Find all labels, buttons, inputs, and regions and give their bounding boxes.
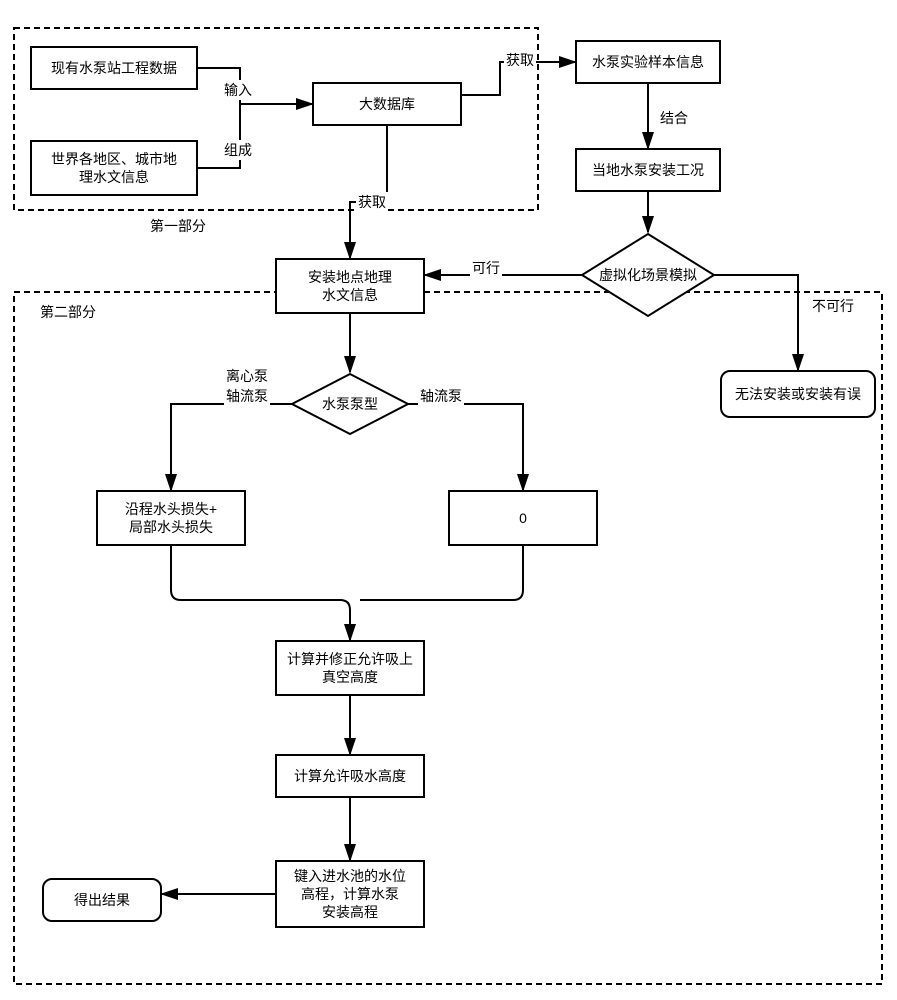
edge-label-input: 输入 bbox=[222, 80, 254, 100]
node-zero: 0 bbox=[448, 490, 598, 546]
node-cannot-install: 无法安装或安装有误 bbox=[720, 370, 876, 418]
node-label: 无法安装或安装有误 bbox=[735, 385, 861, 403]
node-label: 键入进水池的水位 高程，计算水泵 安装高程 bbox=[294, 867, 406, 922]
edge-label-infeasible: 不可行 bbox=[810, 296, 856, 316]
section1-label: 第一部分 bbox=[150, 216, 206, 236]
edge-label-feasible: 可行 bbox=[470, 258, 502, 278]
node-local-condition: 当地水泵安装工况 bbox=[575, 148, 721, 192]
node-label: 得出结果 bbox=[74, 891, 130, 909]
edge-label-combine: 结合 bbox=[658, 108, 690, 128]
node-label: 沿程水头损失+ 局部水头损失 bbox=[125, 500, 217, 536]
node-result: 得出结果 bbox=[42, 878, 162, 922]
edge-label-compose: 组成 bbox=[222, 140, 254, 160]
node-world-hydro: 世界各地区、城市地 理水文信息 bbox=[30, 140, 198, 196]
edge-label-centrifugal: 离心泵 轴流泵 bbox=[224, 366, 270, 406]
node-head-loss: 沿程水头损失+ 局部水头损失 bbox=[96, 490, 246, 546]
node-label: 现有水泵站工程数据 bbox=[51, 59, 177, 77]
node-database: 大数据库 bbox=[312, 82, 462, 126]
edge-label-fetch1: 获取 bbox=[504, 50, 536, 70]
node-label: 世界各地区、城市地 理水文信息 bbox=[51, 150, 177, 186]
node-vacuum-height: 计算并修正允许吸上 真空高度 bbox=[275, 640, 425, 696]
node-label: 计算允许吸水高度 bbox=[294, 767, 406, 785]
node-label: 安装地点地理 水文信息 bbox=[308, 268, 392, 304]
node-existing-data: 现有水泵站工程数据 bbox=[30, 46, 198, 90]
node-label: 大数据库 bbox=[359, 95, 415, 113]
node-label: 0 bbox=[519, 509, 527, 527]
node-sample-info: 水泵实验样本信息 bbox=[575, 40, 721, 84]
section2-label: 第二部分 bbox=[40, 302, 96, 322]
node-virtual-sim: 虚拟化场景模拟 bbox=[580, 232, 716, 318]
node-label: 水泵实验样本信息 bbox=[592, 53, 704, 71]
edge-label-fetch2: 获取 bbox=[356, 192, 388, 212]
node-elevation: 键入进水池的水位 高程，计算水泵 安装高程 bbox=[275, 860, 425, 928]
node-pump-type: 水泵泵型 bbox=[290, 372, 410, 436]
edge-label-axial: 轴流泵 bbox=[418, 386, 464, 406]
node-geo-info: 安装地点地理 水文信息 bbox=[275, 258, 425, 314]
node-label: 当地水泵安装工况 bbox=[592, 161, 704, 179]
node-suction-height: 计算允许吸水高度 bbox=[275, 754, 425, 798]
node-label: 计算并修正允许吸上 真空高度 bbox=[287, 650, 413, 686]
